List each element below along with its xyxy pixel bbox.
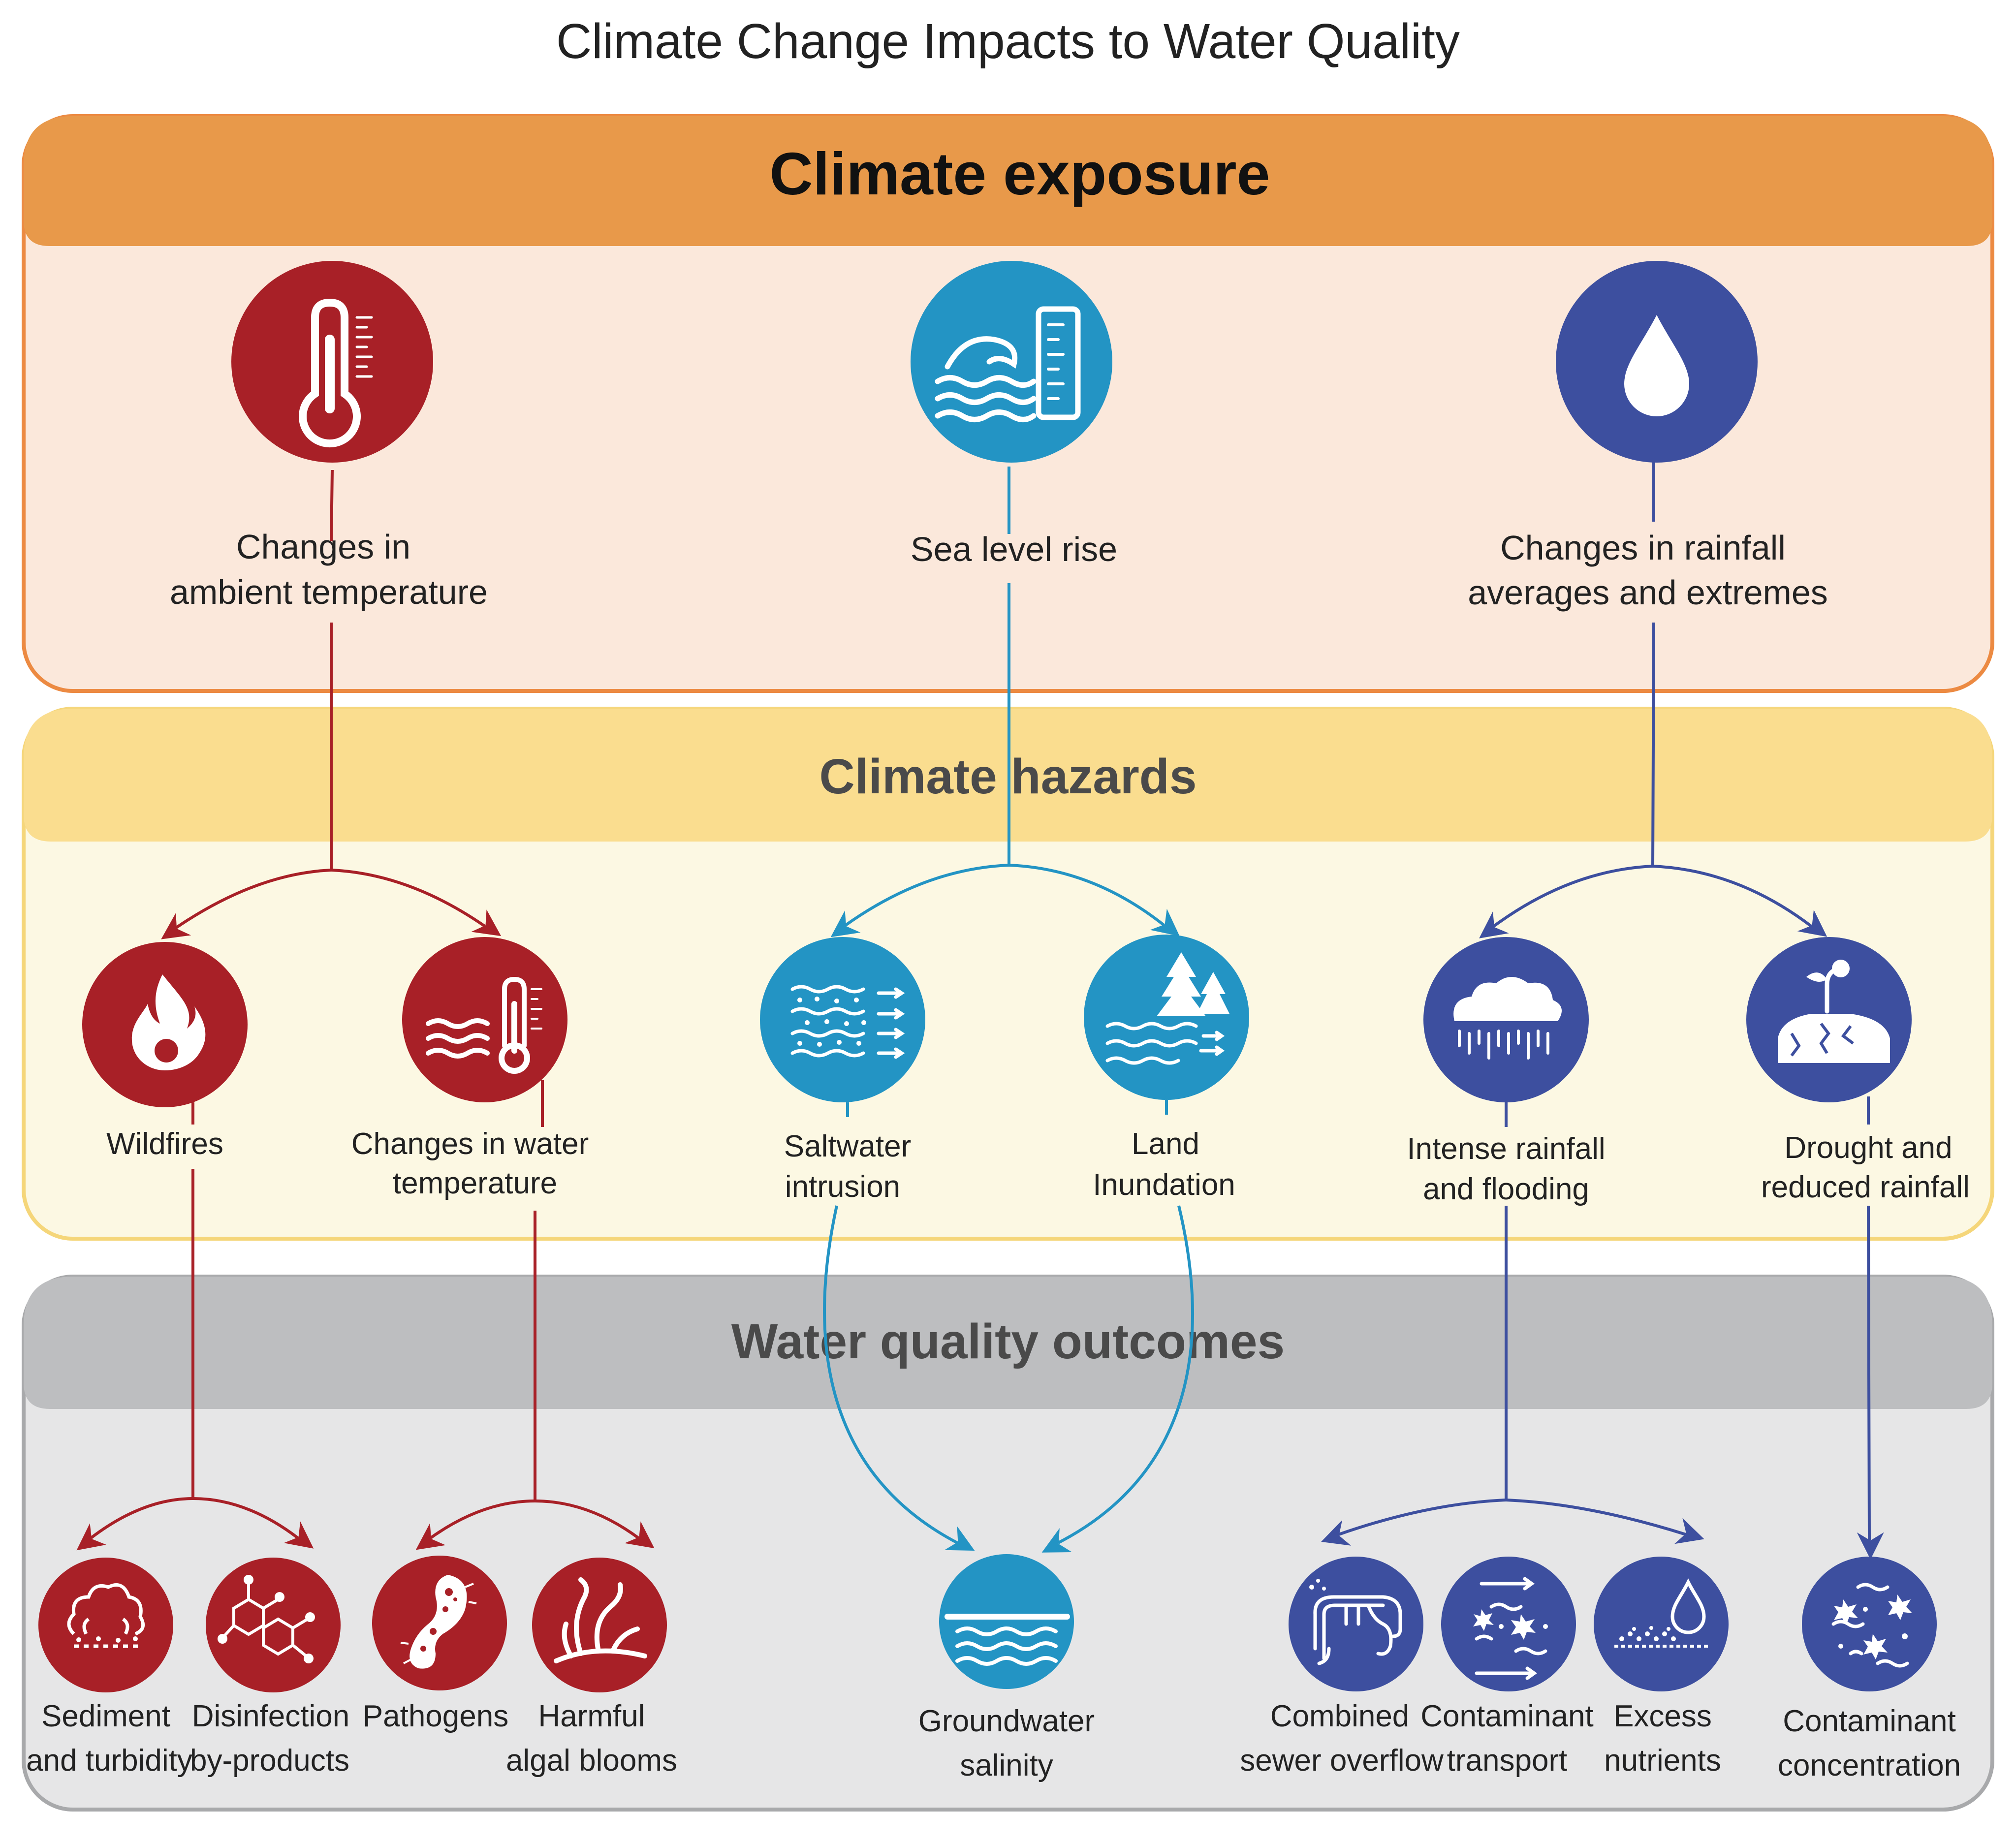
label-wildfires: Wildfires [106,1127,223,1161]
arrow-to-drought [1652,865,1827,937]
exposure-temperature-node: Changes in ambient temperature [170,261,488,611]
label-pathogens: Pathogens [363,1699,508,1733]
outcome-transport-node: Contaminant transport [1420,1557,1594,1778]
saltwater-flow-icon [790,985,905,1059]
arrow-to-sediment [76,1497,193,1551]
label-sewer-2: sewer overflow [1240,1744,1444,1778]
connector-rain-stem [1651,460,1655,867]
exposure-sea-level-node: Sea level rise [911,261,1117,568]
thermometer-icon [299,298,373,448]
label-ambient-temp-1: Changes in [236,528,410,566]
label-flooding-1: Intense rainfall [1407,1132,1605,1166]
water-drop-icon [1624,315,1689,416]
label-rainfall-2: averages and extremes [1468,573,1828,612]
label-algal-2: algal blooms [506,1744,677,1778]
outcome-sediment-node: Sediment and turbidity [26,1558,192,1778]
diagram-title: Climate Change Impacts to Water Quality [556,14,1460,69]
hazard-wildfires-node: Wildfires [82,942,248,1161]
label-transport-1: Contaminant [1420,1699,1594,1733]
wave-gauge-icon [935,306,1081,422]
label-sewer-1: Combined [1270,1699,1410,1733]
label-saltwater-2: intrusion [785,1170,900,1204]
label-inundation-2: Inundation [1093,1168,1235,1202]
arrow-to-sewer [1321,1499,1507,1546]
label-drought-2: reduced rainfall [1761,1170,1970,1204]
connector-temp-stem [330,469,334,870]
label-groundwater-2: salinity [960,1749,1053,1782]
arrow-saltwater-to-groundwater [823,1102,957,1543]
label-rainfall-1: Changes in rainfall [1500,529,1786,567]
label-sediment-2: and turbidity [26,1744,192,1778]
arrow-to-saltwater [830,864,1009,938]
label-ambient-temp-2: ambient temperature [170,573,488,611]
groundwater-waves-icon [945,1614,1070,1666]
arrow-drought-to-concentration [1868,1096,1869,1540]
label-concentration-1: Contaminant [1783,1704,1956,1738]
hazard-water-temp-node: Changes in water temperature [351,937,589,1200]
label-sea-level: Sea level rise [911,530,1117,568]
hazard-drought-node: Drought and reduced rainfall [1746,937,1970,1204]
arrow-to-wildfires [161,869,332,939]
label-sediment-1: Sediment [41,1699,170,1733]
flame-icon [131,974,206,1070]
cracked-soil-sprout-icon [1778,960,1890,1063]
connectors [76,460,1869,1551]
label-saltwater-1: Saltwater [784,1129,911,1163]
exposure-header: Climate exposure [769,140,1270,207]
exposure-rainfall-node: Changes in rainfall averages and extreme… [1468,261,1828,612]
arrow-inundation-to-groundwater [1058,1100,1195,1543]
nutrient-drop-icon [1614,1578,1708,1648]
outcome-concentration-node: Contaminant concentration [1778,1557,1961,1782]
outcome-nutrients-node: Excess nutrients [1594,1557,1729,1778]
algae-icon [554,1577,647,1663]
label-nutrients-2: nutrients [1604,1744,1721,1778]
label-nutrients-1: Excess [1613,1699,1712,1733]
arrow-to-algal [535,1500,655,1549]
outcome-algal-node: Harmful algal blooms [506,1558,677,1778]
arrow-to-nutrients [1506,1499,1704,1544]
microbe-icon [400,1575,477,1669]
arrow-to-inundation [1008,864,1180,937]
sediment-cloud-icon [67,1583,145,1648]
label-drought-1: Drought and [1784,1131,1952,1165]
hazard-flooding-node: Intense rainfall and flooding [1407,937,1606,1206]
contaminant-particles-icon [1831,1583,1912,1668]
hazard-saltwater-node: Saltwater intrusion [760,937,925,1204]
label-disinfection-2: by-products [190,1744,349,1778]
arrow-to-flooding [1479,865,1653,938]
label-transport-2: transport [1447,1744,1568,1778]
label-inundation-1: Land [1132,1127,1199,1161]
arrow-to-disinfection [192,1497,314,1549]
water-thermometer-icon [426,976,542,1074]
outcome-pathogens-node: Pathogens [363,1556,508,1733]
outcome-groundwater-node: Groundwater salinity [918,1554,1095,1782]
flooded-trees-icon [1105,952,1229,1065]
label-concentration-2: concentration [1778,1749,1961,1782]
label-water-temp-1: Changes in water [351,1127,589,1161]
contaminant-arrows-icon [1473,1577,1548,1680]
outcomes-header: Water quality outcomes [731,1314,1285,1369]
label-water-temp-2: temperature [393,1166,557,1200]
hazard-inundation-node: Land Inundation [1084,935,1249,1202]
rain-cloud-icon [1453,977,1562,1060]
outcome-sewer-node: Combined sewer overflow [1240,1557,1444,1778]
arrow-to-pathogens [415,1500,536,1550]
arrow-to-water-temp [331,869,502,937]
label-disinfection-1: Disinfection [192,1699,349,1733]
molecule-icon [218,1575,315,1663]
label-groundwater-1: Groundwater [918,1704,1095,1738]
label-flooding-2: and flooding [1423,1172,1589,1206]
outcome-disinfection-node: Disinfection by-products [190,1558,349,1778]
connector-watertemp-stem [534,1080,544,1501]
sewer-pipe-icon [1309,1579,1402,1665]
label-algal-1: Harmful [538,1699,645,1733]
